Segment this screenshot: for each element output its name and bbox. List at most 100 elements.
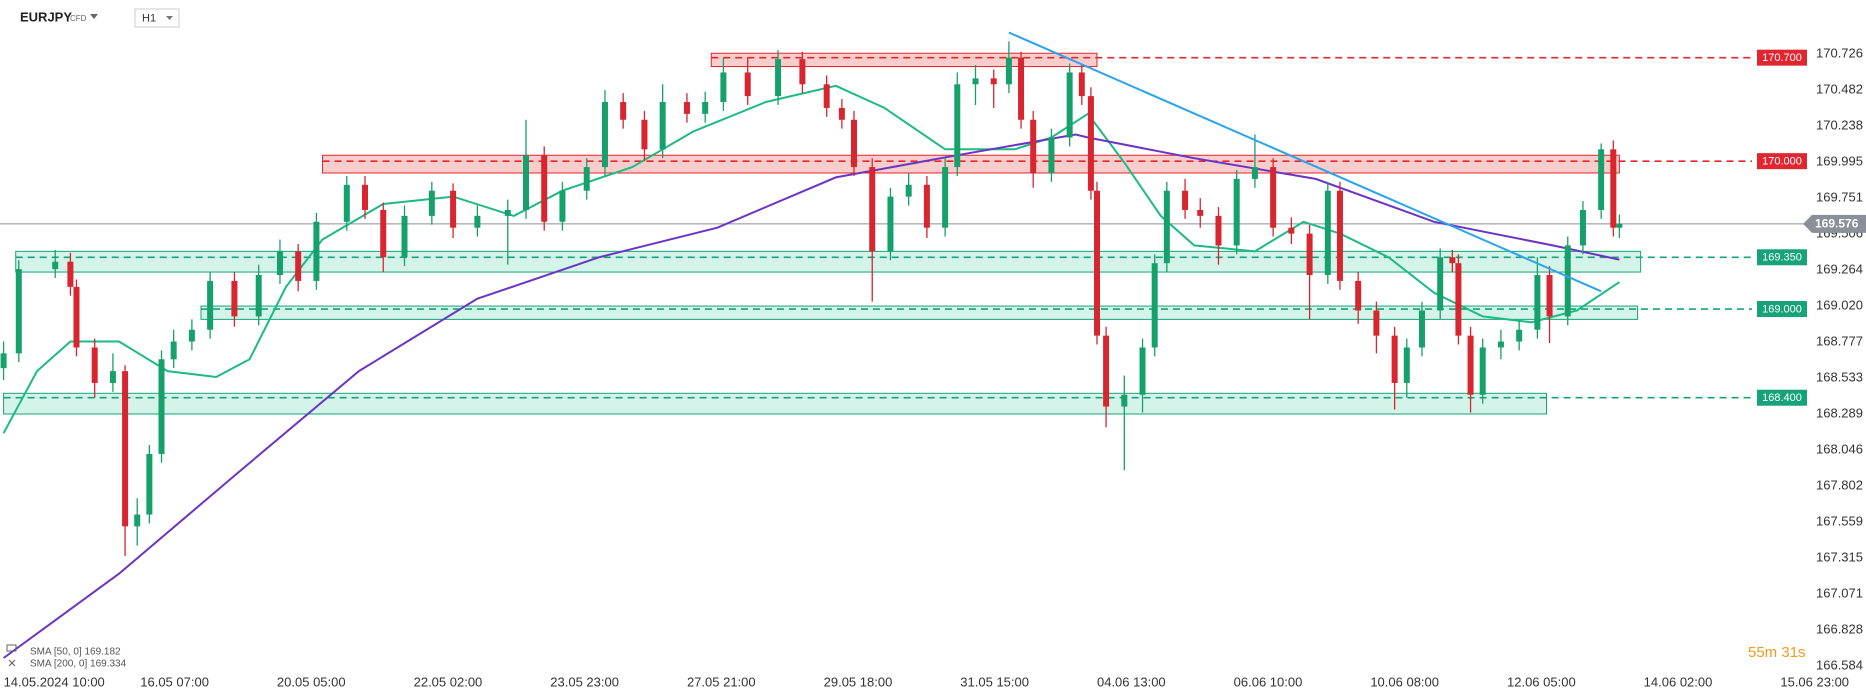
- current-price-label: 169.576: [1815, 217, 1859, 231]
- current-price-label-box: [1803, 214, 1866, 233]
- candle-body: [504, 209, 511, 216]
- interval[interactable]: H1: [142, 12, 156, 24]
- legend-entry: SMA [200, 0] 169.334: [30, 659, 127, 670]
- candle-body: [73, 286, 80, 348]
- candle-body: [1324, 190, 1331, 276]
- candle-body: [1467, 335, 1474, 395]
- x-tick-label: 29.05 18:00: [824, 674, 893, 689]
- candle-body: [1418, 310, 1425, 348]
- level-zone: [710, 52, 1098, 68]
- candle-body: [158, 359, 165, 454]
- y-tick-label: 170.726: [1816, 45, 1863, 60]
- candle-body: [1306, 233, 1313, 276]
- candle-body: [1497, 341, 1504, 348]
- candle-body: [1403, 347, 1410, 383]
- candle-body: [122, 371, 129, 527]
- legend-entry: SMA [50, 0] 169.182: [30, 647, 121, 658]
- candle-body: [683, 102, 690, 114]
- candle-body: [1139, 347, 1146, 395]
- candle-body: [1449, 257, 1456, 264]
- candle-body: [1066, 72, 1073, 138]
- candle-body: [1479, 347, 1486, 395]
- candle-body: [1288, 227, 1295, 234]
- candle-body: [559, 190, 566, 222]
- y-tick-label: 169.264: [1816, 261, 1863, 276]
- candle-body: [450, 190, 457, 228]
- candle-body: [1455, 263, 1462, 336]
- candle-body: [1151, 263, 1158, 348]
- x-tick-label: 22.05 02:00: [414, 674, 483, 689]
- candle-body: [276, 251, 283, 276]
- candle-body: [134, 514, 141, 527]
- candle-body: [52, 261, 59, 270]
- candle-body: [990, 78, 997, 85]
- candle-body: [720, 72, 727, 103]
- y-tick-label: 168.046: [1816, 442, 1863, 457]
- symbol-dropdown-arrow[interactable]: [90, 14, 98, 19]
- candle-body: [170, 341, 177, 360]
- y-tick-label: 170.482: [1816, 81, 1863, 96]
- candle-body: [1516, 329, 1523, 342]
- level-zone: [200, 305, 1639, 320]
- legend-icon[interactable]: [6, 644, 17, 652]
- candle-body: [1215, 215, 1222, 246]
- candle-body: [188, 329, 195, 342]
- level-label: 170.700: [1762, 52, 1802, 64]
- level-label: 169.000: [1762, 303, 1802, 315]
- y-tick-label: 169.020: [1816, 298, 1863, 313]
- x-tick-label: 12.06 05:00: [1507, 674, 1576, 689]
- legend-icon[interactable]: [8, 659, 16, 667]
- candle-body: [923, 184, 930, 228]
- candle-body: [775, 59, 782, 97]
- candle-body: [1610, 149, 1617, 228]
- candle-body: [1030, 119, 1037, 173]
- symbol[interactable]: EURJPY: [20, 9, 72, 24]
- candle-body: [1197, 209, 1204, 216]
- y-tick-label: 169.751: [1816, 189, 1863, 204]
- candle-body: [109, 371, 116, 383]
- y-tick-label: 166.584: [1816, 658, 1863, 673]
- candle-body: [1182, 190, 1189, 210]
- header: EURJPY CFD H1: [20, 8, 180, 28]
- candle-body: [1078, 72, 1085, 97]
- y-tick-label: 168.533: [1816, 370, 1863, 385]
- moving-average: [3, 133, 1620, 659]
- candle-body: [1616, 223, 1623, 228]
- candle-body: [1103, 335, 1110, 407]
- candle-body: [954, 84, 961, 168]
- interval-selector[interactable]: [134, 8, 180, 28]
- candle-body: [1355, 280, 1362, 311]
- candle-body: [0, 353, 7, 369]
- y-tick-label: 168.777: [1816, 333, 1863, 348]
- candle-body: [659, 102, 666, 150]
- level-label-box: [1757, 49, 1807, 66]
- candle-body: [146, 453, 153, 515]
- candle-body: [91, 347, 98, 383]
- x-tick-label: 06.06 10:00: [1234, 674, 1303, 689]
- candle-body: [641, 119, 648, 150]
- candle-body: [401, 215, 408, 258]
- level-label-box: [1757, 389, 1807, 406]
- candle-body: [1437, 257, 1444, 311]
- candle-body: [295, 251, 302, 281]
- interval-dropdown-arrow[interactable]: [166, 16, 173, 20]
- plot-area: 170.726 170.482 170.238 169.995 169.751 169.5…: [0, 31, 1863, 689]
- y-tick-label: 169.995: [1816, 153, 1863, 168]
- y-tick-label: 168.289: [1816, 406, 1863, 421]
- candle-body: [601, 102, 608, 168]
- candle-body: [428, 190, 435, 216]
- level-label-box: [1757, 301, 1807, 318]
- candle-body: [255, 275, 262, 317]
- candle-body: [1579, 209, 1586, 246]
- x-tick-label: 10.06 08:00: [1370, 674, 1439, 689]
- candle-body: [541, 155, 548, 222]
- candle-body: [1534, 275, 1541, 330]
- level-zone: [15, 250, 1642, 273]
- candle-body: [620, 102, 627, 120]
- y-tick-label: 167.071: [1816, 586, 1863, 601]
- instrument-type: CFD: [70, 14, 87, 23]
- bar-countdown: 55m 31s: [1748, 644, 1806, 661]
